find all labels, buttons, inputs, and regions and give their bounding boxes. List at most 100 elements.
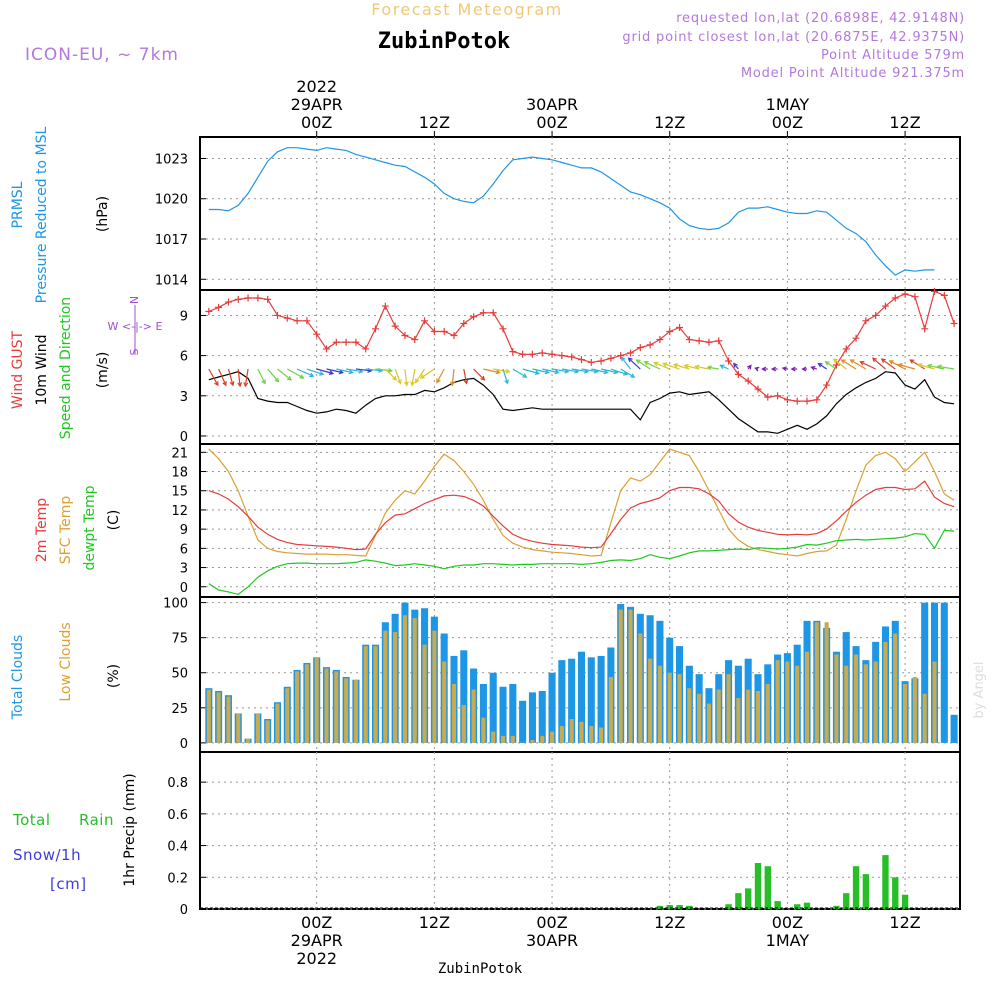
wind-gust-line-marker [381, 302, 389, 310]
wind-arrow-head [917, 363, 923, 368]
wind-gust-line-marker [489, 309, 497, 317]
wind-arrow-head [243, 382, 249, 388]
wind-gust-line-marker [705, 338, 713, 346]
low-cloud-bar [608, 676, 613, 743]
total-cloud-bar [499, 686, 507, 743]
wind-arrow [404, 368, 408, 386]
y-tick-label: 6 [180, 350, 188, 365]
y-tick-label: 9 [180, 309, 188, 324]
wind-gust-line-marker [940, 291, 948, 299]
wind-gust-line-marker [911, 293, 919, 301]
wind-gust-line-marker [950, 319, 958, 327]
wind-arrow [841, 359, 857, 370]
wind-arrow [644, 361, 661, 370]
rain-bar [852, 866, 860, 909]
product-title: Forecast Meteogram [371, 0, 562, 19]
rain-bar [833, 905, 840, 909]
wind-gust-line-marker [872, 311, 880, 319]
bottom-time-label: 29APR [291, 931, 343, 950]
low-cloud-bar [677, 674, 682, 743]
rain-bar [666, 905, 673, 909]
low-cloud-bar [314, 657, 319, 743]
sfc-temp-line [208, 448, 955, 557]
wind-gust-line-marker [744, 377, 752, 385]
wind-arrow [927, 364, 945, 370]
low-cloud-bar [883, 641, 888, 743]
precip-unit-label: 1hr Precip (mm) [122, 773, 138, 886]
low-cloud-bar [216, 692, 221, 743]
wind-arrow [420, 368, 435, 379]
wind-gust-line-marker [774, 392, 782, 400]
wind-gust-line-marker [499, 325, 507, 333]
bottom-time-label: 30APR [526, 931, 578, 950]
wind-arrow-head [817, 362, 823, 368]
percent-unit-label: (%) [106, 664, 122, 688]
wind-arrow-head [237, 382, 243, 388]
top-time-label: 29APR [291, 95, 343, 114]
wind-arrow-head [414, 378, 420, 384]
low-cloud-bar [363, 646, 368, 743]
wind-arrow [881, 358, 896, 370]
rain-bar [794, 904, 801, 909]
model-altitude: Model Point Altitude 921.375m [741, 66, 965, 81]
wind-arrow-head [299, 374, 305, 379]
wind-arrow-head [603, 369, 609, 375]
wind-arrow-head [643, 360, 649, 366]
y-tick-label: 50 [171, 667, 188, 682]
y-tick-label: 1023 [155, 152, 188, 167]
footer-station: ZubinPotok [438, 961, 523, 977]
low-cloud-bar [422, 644, 427, 743]
wind-arrow [286, 368, 304, 379]
wind-arrow-head [936, 364, 942, 370]
low-cloud-bar [432, 630, 437, 743]
wind-arrow-head [463, 379, 469, 385]
wind-arrow-head [683, 363, 689, 369]
low-cloud-bar [824, 622, 829, 743]
wind-arrow [825, 361, 837, 370]
wind-gust-line-marker [234, 295, 242, 303]
precip-panel: Total Rain Snow/1h [cm] 1hr Precip (mm) [12, 773, 138, 893]
wind-arrow [673, 363, 690, 370]
wind-gust-line-marker [813, 396, 821, 404]
wind-arrow [473, 368, 485, 381]
rain-bar [882, 855, 889, 909]
wind-arrow-head [770, 366, 776, 372]
top-time-label: 00Z [536, 113, 567, 132]
low-cloud-bar [736, 697, 741, 743]
wind-gust-line-marker [411, 336, 419, 344]
wind-gust-line-marker [617, 352, 625, 360]
sfc-temp-label: SFC Temp [58, 496, 74, 565]
wind-arrow [326, 368, 343, 374]
wind-arrow [237, 368, 241, 387]
low-cloud-bar [412, 618, 417, 743]
low-cloud-bar [726, 674, 731, 743]
wind-arrow [218, 368, 227, 386]
low-cloud-bar [402, 615, 408, 743]
y-tick-label: 15 [171, 485, 188, 500]
low-cloud-bar [795, 665, 800, 743]
wind-arrow-head [554, 369, 560, 375]
wind-arrow [355, 368, 372, 372]
total-cloud-bar [528, 692, 536, 743]
wind-arrow-head [495, 369, 501, 375]
wind-arrow [551, 368, 569, 373]
wind-arrow [267, 368, 279, 382]
low-cloud-bar [775, 660, 780, 743]
wind-arrow [937, 365, 955, 370]
wind-arrow [654, 362, 670, 370]
wind-gust-line-marker [372, 325, 380, 333]
bottom-time-label: 2022 [296, 949, 337, 968]
point-altitude: Point Altitude 579m [821, 48, 965, 63]
wind-arrow [620, 368, 635, 378]
wind-gust-line-marker [352, 338, 360, 346]
wind-arrow [512, 368, 527, 378]
low-cloud-bar [442, 661, 447, 743]
y-tick-label: 9 [180, 523, 188, 538]
low-cloud-bar [373, 646, 378, 743]
wind-arrow-head [761, 366, 767, 372]
y-tick-label: 18 [171, 466, 188, 481]
low-cloud-bar [344, 678, 349, 743]
low-cloud-bar [285, 688, 290, 743]
rain-bar [725, 904, 732, 909]
wind-gust-line-marker [470, 313, 478, 321]
